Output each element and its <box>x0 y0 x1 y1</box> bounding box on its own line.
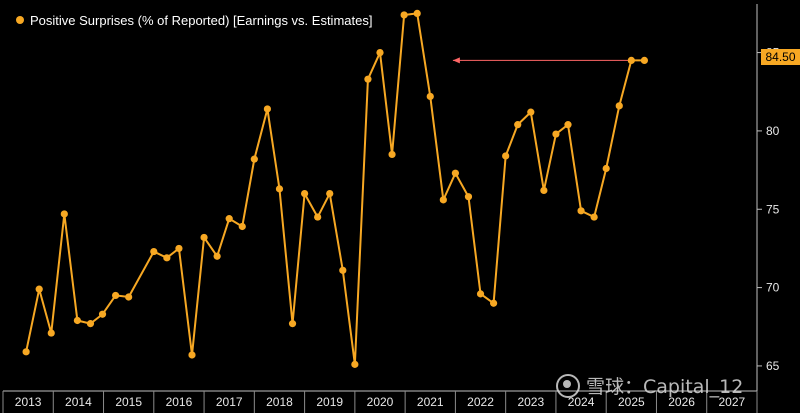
data-point <box>439 196 447 204</box>
watermark-text: 雪球：Capital_12 <box>586 376 744 398</box>
y-tick-label: 70 <box>766 281 780 295</box>
x-tick-label: 2021 <box>417 395 444 409</box>
x-tick-label: 2020 <box>367 395 394 409</box>
data-point <box>22 348 30 356</box>
data-point <box>275 185 284 193</box>
data-point <box>364 75 372 83</box>
x-tick-label: 2025 <box>618 395 645 409</box>
x-tick-label: 2018 <box>266 395 293 409</box>
data-point <box>476 290 485 298</box>
annotation-arrow-head <box>452 57 460 64</box>
data-point <box>125 293 133 301</box>
data-point <box>213 252 221 260</box>
x-tick-label: 2022 <box>467 395 494 409</box>
data-point <box>175 244 183 253</box>
data-point <box>388 150 396 159</box>
data-point <box>250 155 258 163</box>
data-point <box>35 285 43 293</box>
data-point <box>150 247 158 256</box>
data-point <box>640 56 649 65</box>
data-point <box>514 121 522 129</box>
x-tick-label: 2017 <box>216 395 243 409</box>
data-point <box>98 310 107 318</box>
data-point <box>351 360 359 368</box>
legend-marker-icon <box>16 16 24 24</box>
data-point <box>301 189 309 198</box>
data-point <box>288 320 297 328</box>
watermark: 雪球：Capital_12 <box>556 372 743 399</box>
data-point <box>200 233 208 242</box>
x-tick-label: 2024 <box>568 395 595 409</box>
data-point <box>188 351 196 359</box>
x-tick-label: 2023 <box>517 395 544 409</box>
snowball-logo-icon <box>556 374 580 398</box>
data-point <box>527 108 535 116</box>
data-point <box>490 299 498 307</box>
data-point <box>615 102 623 110</box>
x-tick-label: 2027 <box>719 395 746 409</box>
data-point <box>238 222 246 231</box>
legend: Positive Surprises (% of Reported) [Earn… <box>14 12 377 30</box>
data-point <box>326 189 334 198</box>
data-point <box>339 266 347 274</box>
x-tick-label: 2015 <box>115 395 142 409</box>
data-point <box>225 215 233 223</box>
last-value-label: 84.50 <box>761 49 800 65</box>
x-tick-label: 2016 <box>166 395 193 409</box>
data-point <box>413 9 421 18</box>
data-point <box>163 254 171 262</box>
data-point <box>577 207 585 215</box>
data-point <box>73 316 81 325</box>
data-point <box>590 213 598 221</box>
data-point <box>464 193 473 201</box>
legend-label: Positive Surprises (% of Reported) [Earn… <box>30 13 373 28</box>
data-point <box>47 329 55 337</box>
data-point <box>602 164 610 173</box>
x-tick-label: 2014 <box>65 395 92 409</box>
data-point <box>552 130 560 138</box>
data-point <box>502 152 510 160</box>
data-point <box>111 291 120 300</box>
data-point <box>400 11 408 19</box>
series-line <box>25 12 645 366</box>
y-tick-label: 65 <box>766 359 780 373</box>
data-point <box>60 210 68 218</box>
data-point <box>86 320 95 328</box>
x-tick-label: 2013 <box>15 395 42 409</box>
data-point <box>426 92 434 101</box>
data-point <box>564 121 572 129</box>
data-point <box>627 56 635 65</box>
data-point <box>540 186 548 195</box>
data-point <box>376 48 384 57</box>
x-tick-label: 2026 <box>668 395 695 409</box>
y-tick-label: 75 <box>766 202 780 216</box>
x-tick-label: 2019 <box>316 395 343 409</box>
data-point <box>451 169 459 177</box>
data-point <box>314 213 322 221</box>
y-tick-label: 80 <box>766 124 780 138</box>
data-point <box>263 105 272 113</box>
